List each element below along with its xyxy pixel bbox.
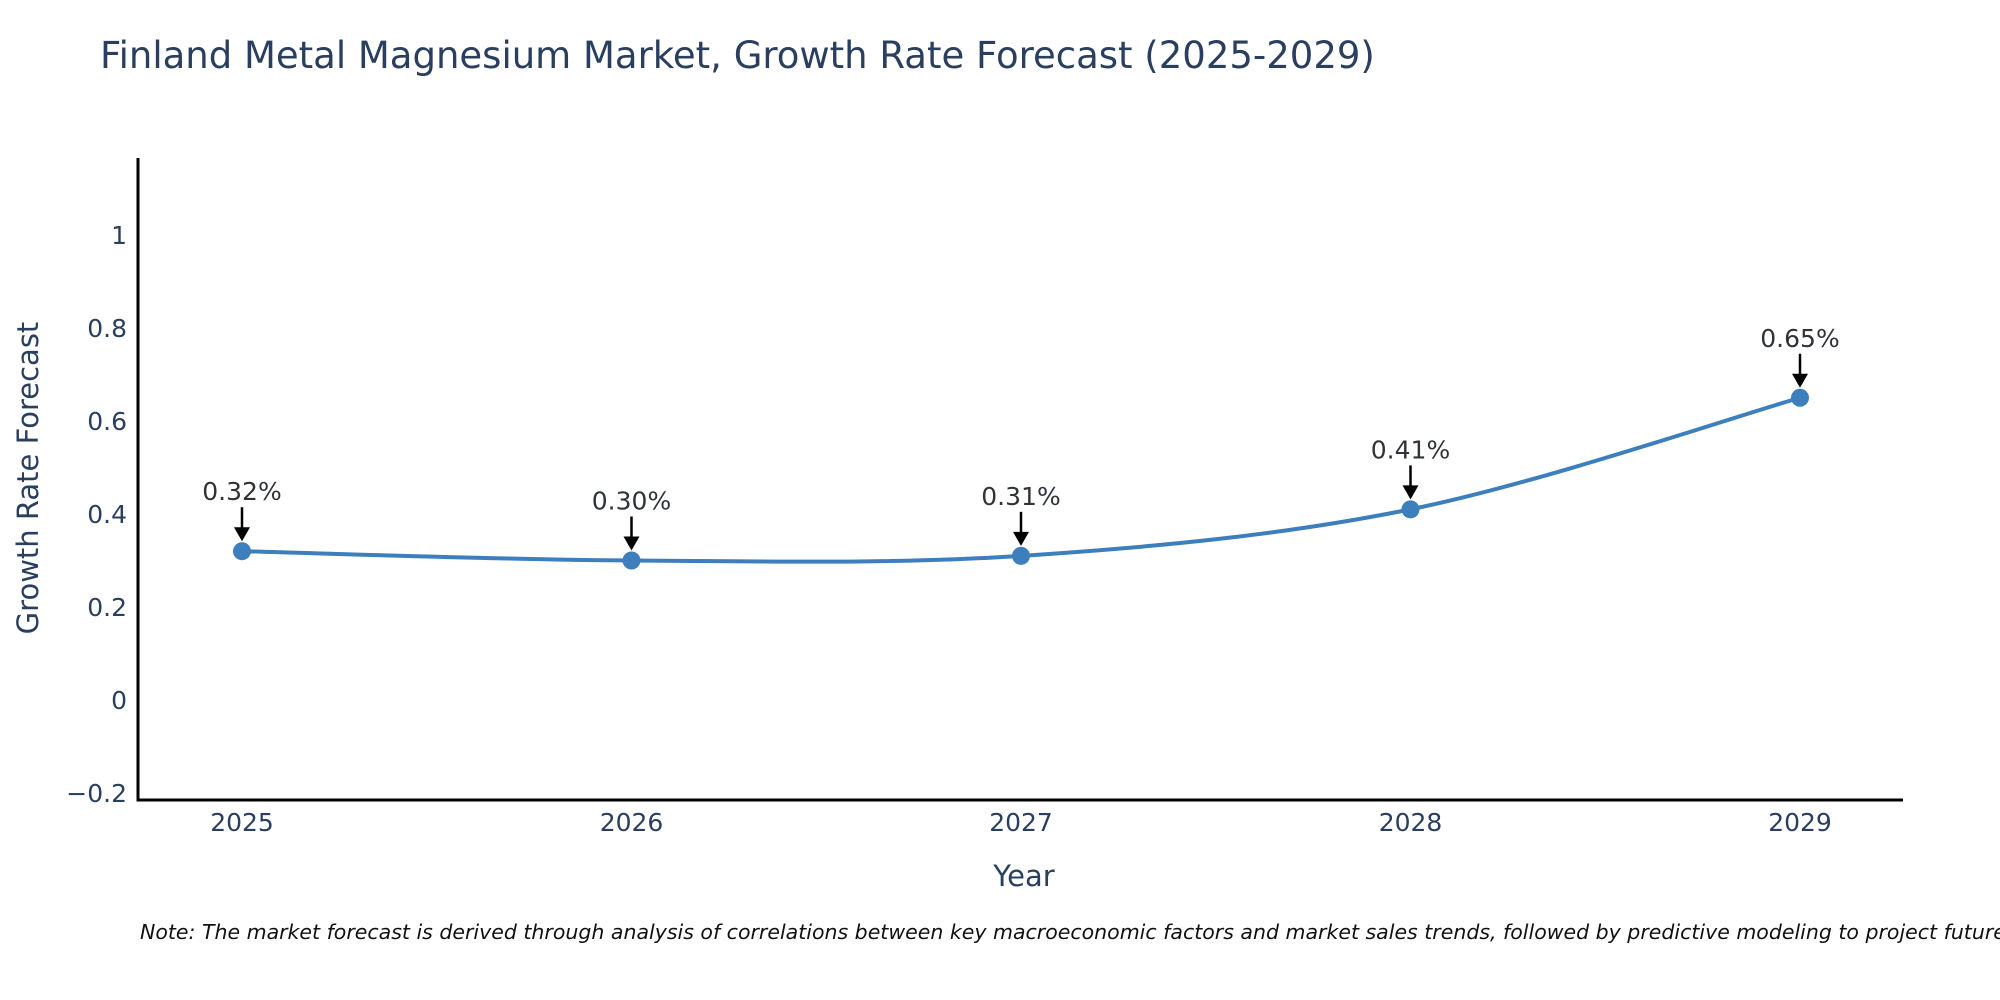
data-point-marker (1012, 546, 1030, 565)
x-axis-title: Year (993, 859, 1055, 893)
y-tick-label: 0.6 (87, 407, 127, 436)
x-tick-label: 2028 (1379, 808, 1443, 837)
annotation-arrowhead (1792, 373, 1808, 388)
annotation-arrowhead (1402, 485, 1419, 500)
data-point-marker (622, 551, 641, 570)
chart-footnote: Note: The market forecast is derived thr… (140, 920, 2000, 944)
y-tick-label: 0.4 (87, 500, 127, 529)
chart-title: Finland Metal Magnesium Market, Growth R… (100, 34, 1375, 77)
annotation-label: 0.32% (202, 477, 281, 506)
annotation-label: 0.41% (1371, 435, 1450, 464)
data-point-marker (233, 542, 251, 561)
annotation-label: 0.30% (592, 487, 671, 516)
axis-lines (136, 158, 1903, 802)
y-tick-label: 0.2 (87, 593, 127, 622)
y-tick-label: 0 (111, 686, 127, 715)
annotation-arrowhead (1013, 531, 1029, 546)
annotation-arrowhead (623, 536, 640, 551)
y-tick-label: −0.2 (66, 779, 127, 808)
y-tick-label: 1 (111, 221, 127, 250)
x-tick-label: 2027 (989, 808, 1053, 837)
annotation-label: 0.65% (1760, 324, 1839, 353)
x-tick-label: 2025 (210, 808, 274, 837)
data-point-marker (1401, 500, 1420, 519)
annotation-arrowhead (234, 527, 250, 542)
x-tick-label: 2029 (1768, 808, 1832, 837)
y-tick-label: 0.8 (87, 314, 127, 343)
annotation-label: 0.31% (981, 482, 1060, 511)
data-point-marker (1791, 388, 1809, 407)
x-tick-label: 2026 (600, 808, 664, 837)
